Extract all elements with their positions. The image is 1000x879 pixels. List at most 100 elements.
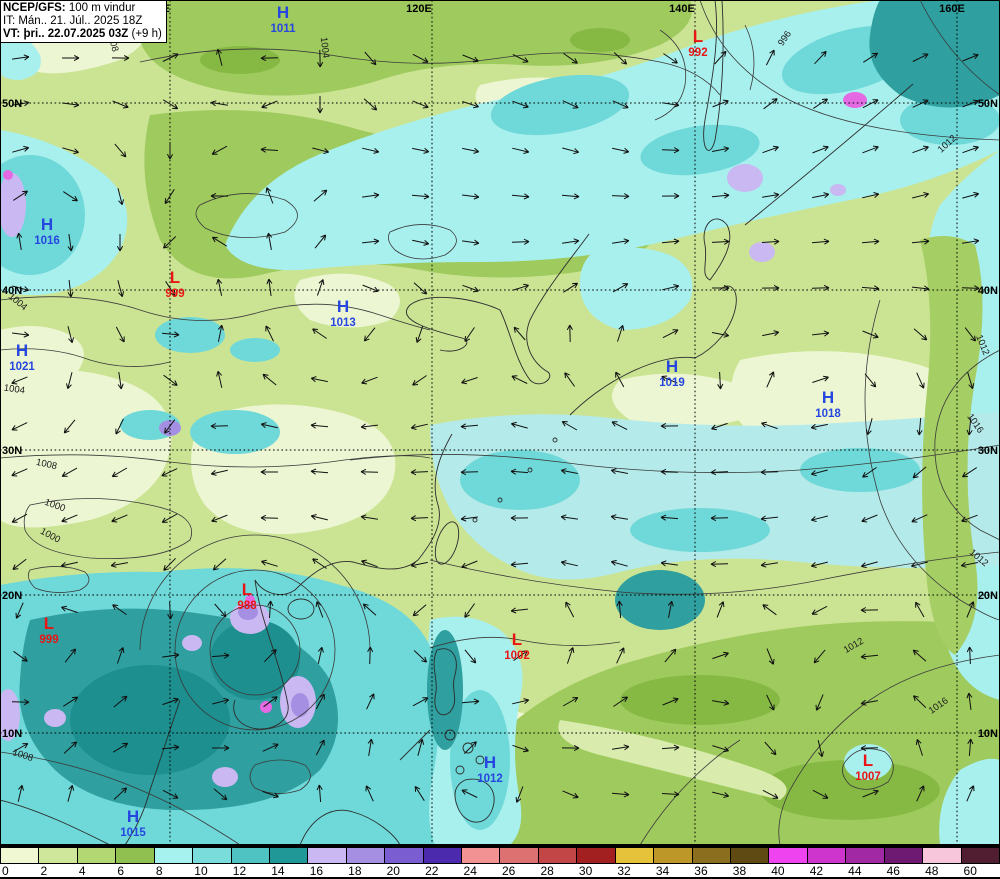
pressure-value-label: 992	[688, 47, 707, 59]
colorbar-tick-label: 38	[732, 864, 747, 878]
wind-arrow	[117, 280, 125, 298]
wind-arrow	[817, 740, 824, 758]
wind-arrow	[610, 514, 628, 521]
colorbar-cell	[615, 848, 655, 863]
wind-arrow	[966, 692, 973, 710]
colorbar-cell	[500, 848, 539, 863]
pressure-value-label: 1016	[34, 235, 60, 247]
colorbar-tick-label: 46	[886, 864, 900, 878]
wind-arrow	[812, 192, 830, 199]
wind-arrow	[362, 192, 380, 199]
wind-arrow	[566, 324, 573, 343]
wind-arrow	[714, 50, 727, 65]
wind-arrow	[512, 698, 530, 705]
colorbar-tick-label: 8	[155, 864, 163, 878]
wind-arrow	[811, 605, 828, 615]
wind-arrow	[462, 147, 480, 154]
colorbar-cell	[807, 848, 847, 863]
wind-arrow	[512, 147, 530, 154]
wind-arrow	[863, 52, 879, 63]
colorbar-cell	[884, 848, 924, 863]
wind-arrow	[162, 99, 179, 110]
wind-arrow	[612, 147, 630, 154]
wind-arrow	[364, 51, 377, 66]
colorbar-cell	[961, 848, 1000, 863]
wind-arrow	[412, 147, 430, 154]
wind-arrow	[510, 607, 528, 614]
wind-arrow	[66, 372, 73, 390]
wind-arrow	[210, 192, 229, 200]
wind-arrow	[460, 469, 479, 476]
wind-arrow	[661, 147, 680, 154]
wind-arrow	[316, 96, 324, 114]
pressure-value-label: 1021	[9, 361, 35, 373]
colorbar-tick-label: 4	[78, 864, 86, 878]
wind-arrow	[62, 54, 80, 62]
wind-arrow	[260, 55, 279, 62]
wind-arrow	[211, 236, 228, 247]
colorbar-tick-label: 20	[386, 864, 400, 878]
wind-arrow	[266, 232, 273, 250]
colorbar-tick-label: 16	[309, 864, 324, 878]
wind-arrow	[211, 514, 228, 523]
wind-arrow	[12, 100, 30, 107]
wind-arrow	[761, 284, 780, 292]
wind-arrow	[811, 238, 830, 245]
wind-arrow	[610, 559, 628, 567]
wind-arrow	[67, 784, 75, 802]
wind-arrow	[962, 145, 979, 154]
wind-arrow	[616, 600, 623, 619]
colorbar-tick-label: 2	[40, 864, 48, 878]
latitude-label-left: 40N	[2, 285, 22, 297]
colorbar-cell	[769, 848, 808, 863]
wind-arrow	[864, 373, 877, 388]
wind-arrow	[212, 744, 230, 752]
wind-arrow	[210, 100, 228, 107]
wind-arrow	[913, 695, 927, 708]
wind-arrow	[211, 652, 230, 659]
wind-arrow	[513, 650, 528, 662]
wind-arrow	[310, 376, 328, 383]
wind-arrow	[661, 192, 680, 199]
high-pressure-marker: H	[822, 388, 834, 407]
wind-arrow	[116, 647, 125, 664]
wind-arrow	[761, 421, 778, 430]
wind-arrow	[861, 285, 880, 292]
wind-arrow	[115, 418, 124, 435]
wind-arrow	[915, 601, 925, 618]
wind-arrow	[410, 423, 428, 430]
wind-arrow	[916, 417, 923, 436]
colorbar-cells	[0, 848, 1000, 864]
wind-arrow	[911, 514, 928, 523]
colorbar-tick-label: 30	[578, 864, 593, 878]
wind-arrow	[210, 423, 229, 430]
wind-arrow	[612, 238, 630, 245]
wind-arrow	[266, 278, 273, 296]
wind-arrow	[210, 469, 228, 476]
high-pressure-marker: H	[337, 297, 349, 316]
colorbar-tick-label: 36	[694, 864, 708, 878]
wind-arrow	[260, 514, 279, 521]
wind-arrow	[562, 790, 579, 799]
wind-arrow	[762, 604, 777, 616]
wind-arrow	[114, 143, 127, 158]
pressure-value-label: 1002	[504, 650, 530, 662]
wind-arrow	[861, 238, 880, 245]
wind-arrow	[310, 468, 329, 475]
wind-arrow	[612, 100, 629, 109]
wind-arrow	[262, 373, 277, 386]
wind-arrow	[961, 514, 978, 523]
wind-arrow	[511, 375, 528, 384]
wind-arrow	[316, 279, 325, 296]
wind-arrow	[60, 561, 78, 568]
wind-arrow	[860, 561, 878, 569]
wind-arrow	[810, 423, 828, 430]
pressure-value-label: 1018	[815, 408, 841, 420]
wind-arrow	[315, 739, 325, 756]
pressure-value-label: 1019	[659, 377, 685, 389]
colorbar-cell	[269, 848, 309, 863]
wind-arrow	[63, 419, 76, 434]
wind-arrow	[11, 513, 28, 523]
wind-arrow	[414, 785, 425, 801]
